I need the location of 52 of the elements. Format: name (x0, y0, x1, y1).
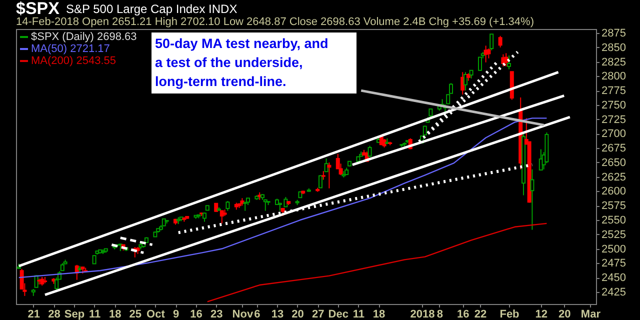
x-tick-label: 8 (436, 308, 443, 320)
text: 14-Feb-2018 Open 2651.21 High 2702.10 Low 2648.87 Close 2698.63 Volume 2.4B Chg +35.69 (+1.34%) (16, 16, 534, 28)
annotation: 50-day MA test nearby, and a test of the underside, long-term trend-line. (155, 36, 328, 89)
x-tick-label: Feb (500, 308, 520, 320)
x-tick-label: 28 (48, 308, 60, 320)
x-tick-label: 16 (456, 308, 470, 320)
x-tick-label: Oct (146, 308, 166, 320)
y-tick-label: 2625 (602, 171, 626, 184)
y-tick-label: 2675 (602, 142, 626, 155)
x-tick-label: Dec (328, 308, 348, 320)
x-tick-label: 16 (190, 308, 202, 320)
x-tick-label: 2018 (410, 308, 435, 320)
y-tick-label: 2875 (602, 28, 626, 40)
y-tick-label: 2525 (602, 228, 626, 241)
y-tick-label: 2700 (602, 128, 626, 140)
y-tick-label: 2850 (602, 42, 626, 54)
y-tick-label: 2800 (602, 70, 626, 83)
y-tick-label: 2775 (602, 85, 626, 98)
y-tick-label: 2750 (602, 99, 626, 112)
x-tick-label: 20 (292, 308, 304, 320)
legend-label: MA(200) 2543.55 (31, 55, 116, 67)
x-tick-label: 18 (108, 308, 122, 320)
x-tick-label: 9 (172, 308, 180, 320)
x-tick-label: 18 (372, 308, 386, 320)
x-tick-label: Mar (580, 308, 602, 320)
y-tick-label: 2600 (602, 186, 626, 198)
y-tick-label: 2425 (602, 286, 626, 298)
x-tick-label: 11 (88, 308, 101, 320)
chart-subtitle: S&P 500 Large Cap Index INDX (66, 2, 238, 16)
x-tick-label: Nov (232, 308, 254, 320)
x-tick-label: 21 (28, 308, 40, 320)
y-tick-label: 2450 (602, 272, 626, 284)
y-tick-label: 2575 (602, 200, 626, 212)
chart-title: $SPX (16, 0, 60, 18)
x-tick-label: 20 (558, 308, 571, 320)
x-tick-label: 27 (312, 308, 324, 320)
x-tick-label: 22 (474, 308, 487, 320)
x-tick-label: 23 (210, 308, 223, 320)
x-tick-label: 12 (535, 308, 548, 320)
x-tick-label: 13 (271, 308, 284, 320)
y-tick-label: 2475 (602, 258, 626, 270)
x-tick-label: 6 (254, 308, 260, 320)
y-tick-label: 2725 (602, 114, 626, 126)
y-tick-label: 2650 (602, 156, 626, 169)
x-tick-label: Sep (64, 308, 85, 320)
x-tick-label: 25 (129, 308, 142, 320)
y-tick-label: 2500 (602, 243, 626, 256)
y-tick-label: 2550 (602, 214, 626, 227)
x-tick-label: 11 (352, 308, 365, 320)
y-tick-label: 2825 (602, 56, 626, 68)
legend-label: MA(50) 2721.17 (31, 43, 110, 55)
legend-label: $SPX (Daily) 2698.63 (31, 31, 137, 43)
